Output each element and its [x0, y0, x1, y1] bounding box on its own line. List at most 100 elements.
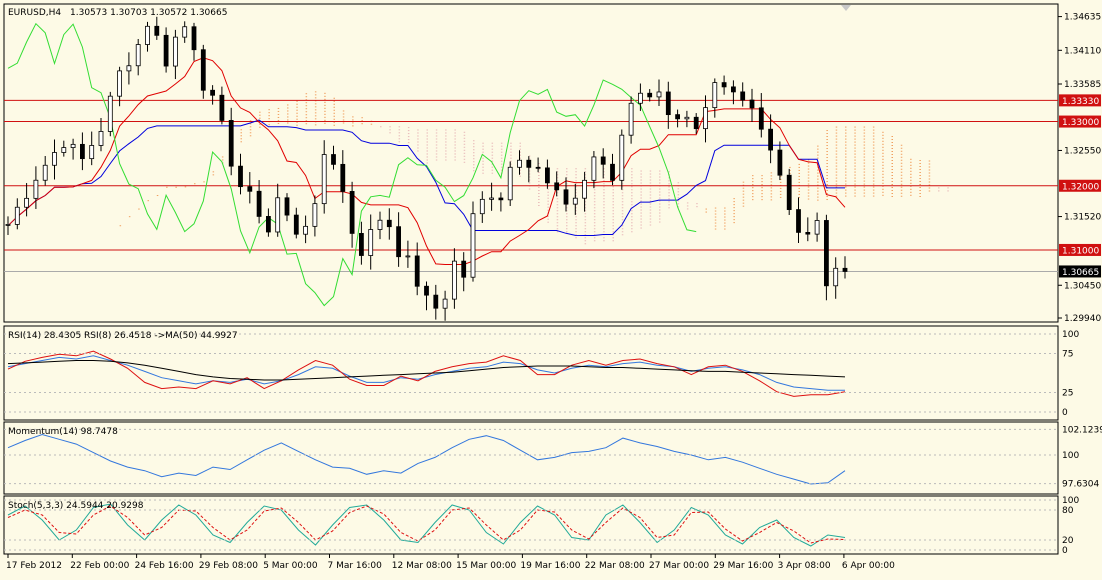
- horizontal-levels: 1.33330 1.33000 1.32000 1.31000 1.30665: [4, 94, 1101, 278]
- candle-body: [135, 44, 141, 67]
- price-tick-label: 1.30450: [1064, 281, 1101, 291]
- candle-body: [721, 82, 727, 88]
- price-tick-label: 1.32550: [1064, 146, 1101, 156]
- level-tag: [1059, 179, 1101, 192]
- candle-body: [172, 36, 178, 67]
- momentum-panel[interactable]: [3, 421, 1059, 495]
- momentum-line: [7, 433, 846, 485]
- series-0: [7, 503, 846, 547]
- candle-body: [563, 189, 569, 205]
- axis-tick-label: 20: [1062, 536, 1074, 546]
- time-tick-label: 24 Feb 16:00: [135, 561, 194, 571]
- candle-body: [656, 91, 662, 98]
- price-tick-label: 1.33585: [1064, 80, 1101, 90]
- rsi-panel[interactable]: [3, 325, 1059, 421]
- axis-tick-label: 0: [1062, 546, 1068, 556]
- candle-body: [758, 107, 764, 130]
- candle-body: [786, 174, 792, 210]
- level-label: 1.31000: [1062, 246, 1099, 256]
- stochastic-panel[interactable]: [3, 495, 1059, 555]
- candle-body: [507, 166, 513, 201]
- axis-tick-label: 100: [1062, 496, 1079, 506]
- candle-body: [479, 198, 485, 215]
- time-tick-label: 17 Feb 2012: [6, 561, 62, 571]
- scroll-marker-icon[interactable]: [841, 5, 851, 11]
- candle-body: [396, 226, 402, 258]
- time-tick-label: 3 Apr 08:00: [778, 561, 831, 571]
- axis-tick-label: 102.1239: [1062, 425, 1102, 435]
- ohlc-values: 1.30573 1.30703 1.30572 1.30665: [70, 8, 227, 18]
- candle-body: [303, 225, 309, 235]
- time-tick-label: 29 Mar 16:00: [713, 561, 773, 571]
- candle-body: [61, 147, 67, 153]
- candle-body: [80, 143, 85, 160]
- level-tag: [1059, 94, 1101, 107]
- candle-body: [117, 70, 122, 97]
- time-tick-label: 12 Mar 08:00: [392, 561, 452, 571]
- candle-body: [582, 179, 587, 199]
- time-tick-label: 29 Feb 08:00: [199, 561, 258, 571]
- candle-body: [191, 26, 197, 51]
- chikou-series: [7, 22, 697, 307]
- momentum-legend: Momentum(14) 98.7478: [8, 427, 118, 437]
- candle-body: [312, 203, 318, 227]
- candle-body: [275, 197, 281, 233]
- candle-body: [619, 134, 625, 181]
- price-axis: 1.34635 1.34110 1.33585 1.32550 1.31520 1.304…: [1058, 13, 1101, 324]
- candle-body: [293, 214, 299, 235]
- candle-body: [228, 120, 234, 167]
- candle-body: [200, 49, 206, 91]
- candle-body: [451, 260, 457, 300]
- candle-body: [331, 154, 336, 165]
- candle-body: [14, 206, 20, 225]
- candle-body: [675, 114, 680, 120]
- series-0: [7, 433, 846, 485]
- time-tick-label: 19 Mar 16:00: [520, 561, 580, 571]
- candle-body: [749, 99, 755, 109]
- price-tick-label: 1.31520: [1064, 213, 1101, 223]
- candle-body: [442, 298, 448, 309]
- candle-body: [740, 91, 746, 101]
- candle-body: [433, 294, 439, 309]
- candle-body: [358, 233, 364, 256]
- candle-body: [796, 209, 801, 233]
- price-tick-label: 1.29940: [1064, 314, 1101, 324]
- axis-tick-label: 25: [1062, 389, 1073, 399]
- axis-tick-label: 100: [1062, 451, 1079, 461]
- level-label: 1.33000: [1062, 118, 1099, 128]
- candle-body: [731, 86, 736, 93]
- price-tick-label: 1.34110: [1064, 46, 1101, 56]
- time-tick-label: 15 Mar 00:00: [456, 561, 516, 571]
- time-tick-label: 27 Mar 00:00: [649, 561, 709, 571]
- candle-body: [489, 197, 495, 200]
- chikou-line: [7, 22, 697, 307]
- candle-body: [424, 285, 429, 296]
- candle-body: [256, 190, 262, 217]
- candle-body: [219, 94, 225, 121]
- candle-body: [405, 255, 411, 258]
- candle-body: [154, 25, 160, 36]
- candle-body: [340, 163, 346, 192]
- series-1: [7, 350, 846, 397]
- candle-body: [610, 163, 615, 181]
- candle-body: [842, 267, 848, 272]
- candle-body: [833, 267, 839, 287]
- axis-tick-label: 80: [1062, 506, 1074, 516]
- candle-body: [42, 164, 48, 181]
- candle-body: [665, 91, 671, 116]
- candle-body: [517, 159, 522, 168]
- time-tick-label: 5 Mar 00:00: [263, 561, 318, 571]
- series-1: [7, 505, 846, 544]
- stochastic-legend: Stoch(5,3,3) 24.5944 20.9298: [8, 501, 144, 511]
- candle-body: [647, 92, 653, 98]
- candle-body: [349, 191, 355, 234]
- candle-body: [470, 213, 476, 278]
- time-axis: 17 Feb 2012 22 Feb 00:00 24 Feb 16:00 29 Fe…: [6, 554, 895, 571]
- series-0: [7, 355, 845, 391]
- candle-body: [368, 229, 374, 256]
- axis-tick-label: 0: [1062, 408, 1068, 418]
- candle-body: [824, 220, 829, 287]
- candle-body: [386, 219, 392, 228]
- rsi-legend: RSI(14) 28.4305 RSI(8) 26.4518 ->MA(50) …: [8, 331, 238, 341]
